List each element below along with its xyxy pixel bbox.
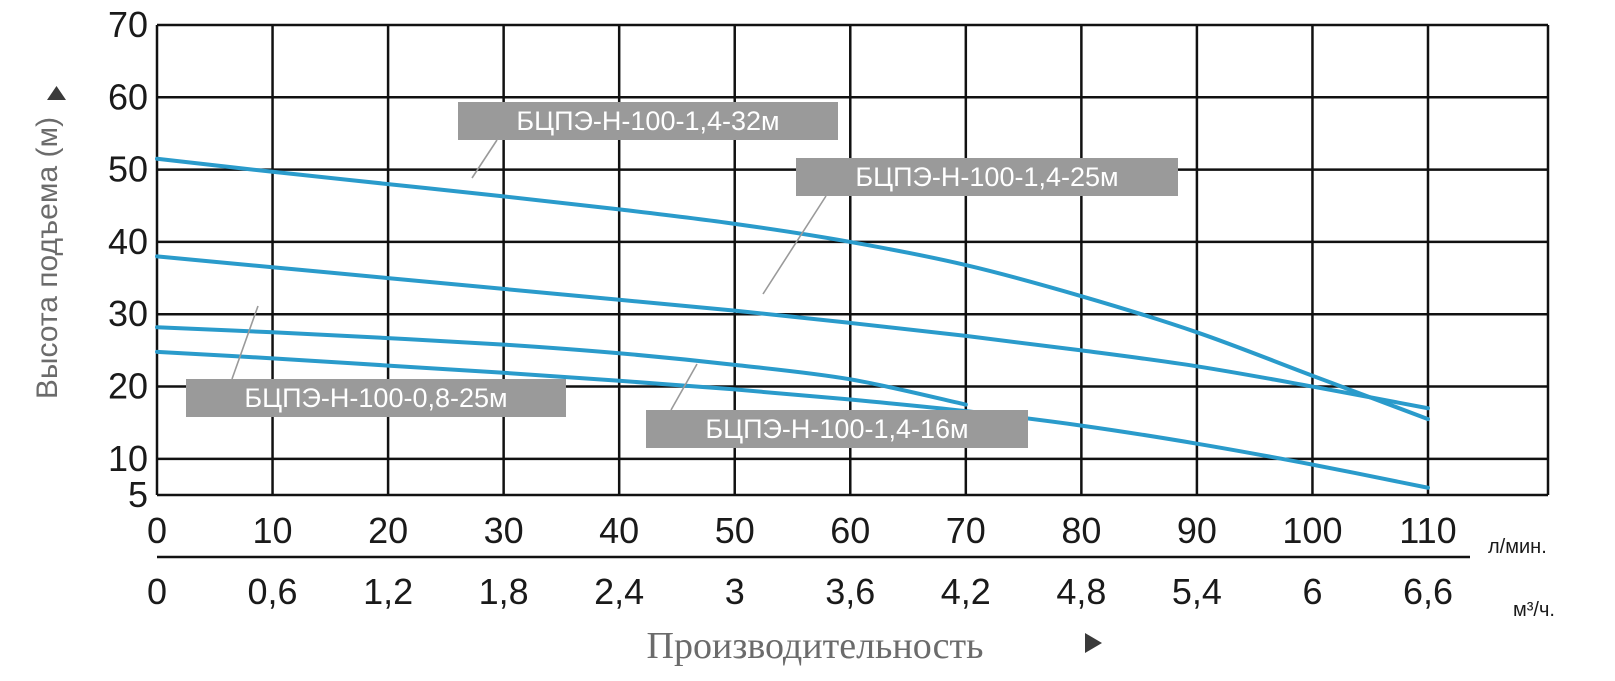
x-tick-label-bottom: 6,6 bbox=[1403, 571, 1453, 612]
x-tick-label-top: 100 bbox=[1282, 510, 1342, 551]
y-tick-label: 20 bbox=[108, 366, 148, 407]
series-label-0: БЦПЭ-Н-100-1,4-32м bbox=[516, 106, 779, 136]
x-tick-label-top: 40 bbox=[599, 510, 639, 551]
series-label-leader-3 bbox=[670, 363, 698, 411]
x-tick-label-top: 110 bbox=[1399, 510, 1456, 551]
y-axis-ticks: 510 20 30 40 50 60 70 bbox=[108, 4, 148, 515]
x-tick-label-bottom: 1,8 bbox=[479, 571, 529, 612]
series-label-3: БЦПЭ-Н-100-1,4-16м bbox=[705, 414, 968, 444]
x-tick-label-top: 80 bbox=[1061, 510, 1101, 551]
x-axis-label: Производительность bbox=[647, 625, 984, 667]
series-label-box-1 bbox=[796, 158, 1178, 196]
series-label-leader-0 bbox=[471, 139, 498, 179]
x-tick-label-top: 90 bbox=[1177, 510, 1217, 551]
x-tick-label-bottom: 0,6 bbox=[248, 571, 298, 612]
x-tick-label-bottom: 1,2 bbox=[363, 571, 413, 612]
x-tick-label-top: 60 bbox=[830, 510, 870, 551]
x-axis-ticks: 0 10 20 30 40 50 60 70 80 90 100 110 0 0,6 1,2 1,8 2,4 3 3… bbox=[147, 510, 1457, 612]
x-tick-label-bottom: 0 bbox=[147, 571, 167, 612]
x-unit-top: л/мин. bbox=[1488, 536, 1547, 558]
x-tick-label-top: 10 bbox=[253, 510, 293, 551]
y-tick-label: 70 bbox=[108, 4, 148, 45]
y-axis-label: Высота подъема (м) bbox=[31, 117, 64, 399]
x-tick-label-bottom: 6 bbox=[1302, 571, 1322, 612]
x-unit-bottom: м³/ч. bbox=[1513, 599, 1555, 621]
series-label-1: БЦПЭ-Н-100-1,4-25м bbox=[855, 162, 1118, 192]
grid bbox=[155, 23, 1550, 559]
x-tick-label-bottom: 4,2 bbox=[941, 571, 991, 612]
x-tick-label-bottom: 4,8 bbox=[1056, 571, 1106, 612]
x-tick-label-top: 20 bbox=[368, 510, 408, 551]
series-line-3 bbox=[155, 349, 1430, 490]
y-axis-arrow-icon bbox=[47, 86, 66, 100]
series-label-leader-1 bbox=[762, 195, 827, 295]
series-label-box-3 bbox=[646, 410, 1028, 448]
x-tick-label-bottom: 3,6 bbox=[825, 571, 875, 612]
series-label-box-2 bbox=[186, 379, 566, 417]
y-tick-label: 50 bbox=[108, 149, 148, 190]
x-axis-arrow-icon bbox=[1085, 633, 1102, 653]
y-tick-label: 40 bbox=[108, 221, 148, 262]
x-tick-label-bottom: 3 bbox=[725, 571, 745, 612]
y-tick-label: 30 bbox=[108, 293, 148, 334]
series-label-leader-2 bbox=[231, 305, 259, 380]
series-line-2 bbox=[155, 325, 968, 407]
series-line-1 bbox=[155, 254, 1430, 411]
x-tick-label-bottom: 2,4 bbox=[594, 571, 644, 612]
x-tick-label-bottom: 5,4 bbox=[1172, 571, 1222, 612]
curves bbox=[155, 156, 1430, 490]
y-tick-label: 60 bbox=[108, 76, 148, 117]
series-labels: БЦПЭ-Н-100-1,4-32м БЦПЭ-Н-100-1,4-25м БЦПЭ… bbox=[186, 102, 1178, 448]
x-tick-label-top: 30 bbox=[484, 510, 524, 551]
x-tick-label-top: 0 bbox=[147, 510, 167, 551]
series-label-2: БЦПЭ-Н-100-0,8-25м bbox=[244, 383, 507, 413]
y-tick-label: 10 bbox=[108, 438, 148, 479]
x-tick-label-top: 50 bbox=[715, 510, 755, 551]
x-tick-label-top: 70 bbox=[946, 510, 986, 551]
series-label-box-0 bbox=[458, 102, 838, 140]
series-line-0 bbox=[155, 156, 1430, 422]
y-tick-label: 5 bbox=[128, 474, 148, 515]
